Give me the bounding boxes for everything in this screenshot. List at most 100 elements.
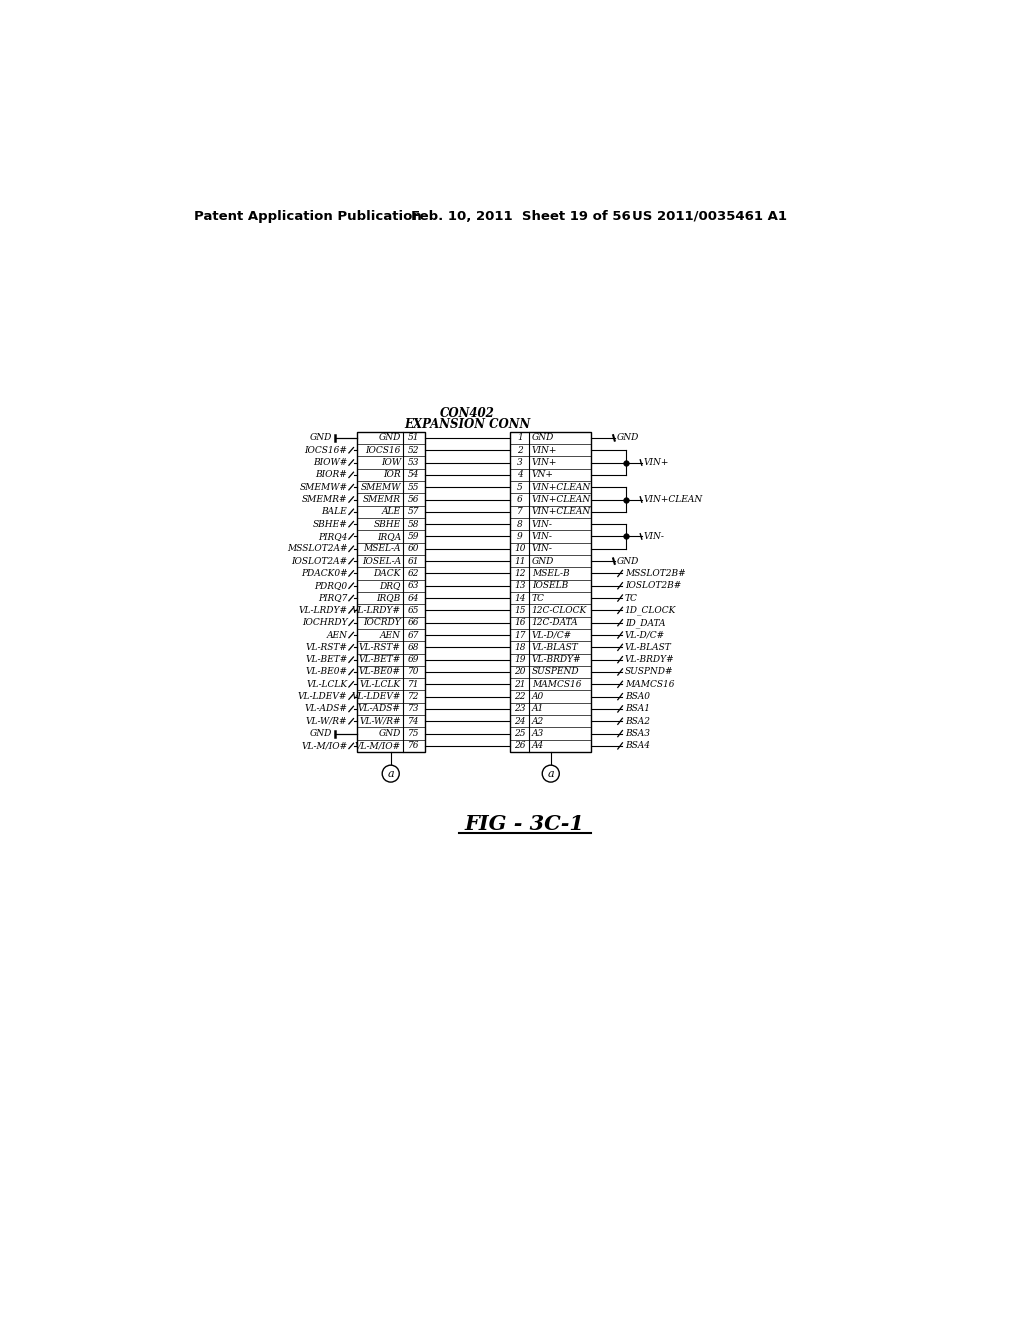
Text: 15: 15	[514, 606, 525, 615]
Text: US 2011/0035461 A1: US 2011/0035461 A1	[632, 210, 786, 223]
Text: VIN+CLEAN: VIN+CLEAN	[531, 483, 591, 491]
Text: AEN: AEN	[327, 631, 347, 639]
Text: 74: 74	[409, 717, 420, 726]
Text: 26: 26	[514, 742, 525, 750]
Text: FIG - 3C-1: FIG - 3C-1	[465, 813, 585, 834]
Text: 12C-CLOCK: 12C-CLOCK	[531, 606, 587, 615]
Text: VL-LCLK: VL-LCLK	[306, 680, 347, 689]
Text: PDACK0#: PDACK0#	[301, 569, 347, 578]
Text: TC: TC	[531, 594, 545, 602]
Text: GND: GND	[531, 557, 554, 565]
Text: BSA0: BSA0	[625, 692, 650, 701]
Text: 2: 2	[517, 446, 522, 454]
Text: A0: A0	[531, 692, 544, 701]
Text: 13: 13	[514, 581, 525, 590]
Text: VIN-: VIN-	[531, 544, 553, 553]
Text: GND: GND	[379, 433, 400, 442]
Text: DRQ: DRQ	[380, 581, 400, 590]
Text: 8: 8	[517, 520, 522, 528]
Text: VL-LDEV#: VL-LDEV#	[298, 692, 347, 701]
Text: GND: GND	[310, 433, 333, 442]
Text: EXPANSION CONN: EXPANSION CONN	[404, 417, 530, 430]
Text: SMEMR: SMEMR	[362, 495, 400, 504]
Text: PIRQ4: PIRQ4	[317, 532, 347, 541]
Text: 66: 66	[409, 618, 420, 627]
Text: 56: 56	[409, 495, 420, 504]
Text: VIN+: VIN+	[531, 446, 557, 454]
Text: 22: 22	[514, 692, 525, 701]
Bar	[510, 432, 592, 752]
Text: MSSLOT2B#: MSSLOT2B#	[625, 569, 685, 578]
Text: A3: A3	[531, 729, 544, 738]
Text: SMEMR#: SMEMR#	[302, 495, 347, 504]
Text: 18: 18	[514, 643, 525, 652]
Text: MSSLOT2A#: MSSLOT2A#	[287, 544, 347, 553]
Text: IOSEL-A: IOSEL-A	[361, 557, 400, 565]
Text: 67: 67	[409, 631, 420, 639]
Text: 72: 72	[409, 692, 420, 701]
Text: 4: 4	[517, 470, 522, 479]
Text: 12: 12	[514, 569, 525, 578]
Text: VL-D/C#: VL-D/C#	[531, 631, 571, 639]
Text: 71: 71	[409, 680, 420, 689]
Text: IOSLOT2B#: IOSLOT2B#	[625, 581, 681, 590]
Text: IOCHRDY: IOCHRDY	[302, 618, 347, 627]
Text: IOSLOT2A#: IOSLOT2A#	[291, 557, 347, 565]
Text: VL-BRDY#: VL-BRDY#	[625, 655, 675, 664]
Text: PDRQ0: PDRQ0	[314, 581, 347, 590]
Text: a: a	[548, 768, 554, 779]
Text: VIN+: VIN+	[531, 458, 557, 467]
Text: VL-BE0#: VL-BE0#	[305, 668, 347, 676]
Text: IRQA: IRQA	[377, 532, 400, 541]
Text: 58: 58	[409, 520, 420, 528]
Text: 70: 70	[409, 668, 420, 676]
Text: IOW: IOW	[381, 458, 400, 467]
Text: BIOW#: BIOW#	[313, 458, 347, 467]
Text: DACK: DACK	[374, 569, 400, 578]
Text: 62: 62	[409, 569, 420, 578]
Text: 25: 25	[514, 729, 525, 738]
Text: SBHE: SBHE	[374, 520, 400, 528]
Text: 6: 6	[517, 495, 522, 504]
Text: VL-W/R#: VL-W/R#	[306, 717, 347, 726]
Text: 20: 20	[514, 668, 525, 676]
Text: IOCS16#: IOCS16#	[304, 446, 347, 454]
Text: IOCRDY: IOCRDY	[364, 618, 400, 627]
Text: SBHE#: SBHE#	[312, 520, 347, 528]
Text: VL-BLAST: VL-BLAST	[531, 643, 579, 652]
Text: 63: 63	[409, 581, 420, 590]
Text: VL-LDEV#: VL-LDEV#	[351, 692, 400, 701]
Text: 3: 3	[517, 458, 522, 467]
Text: ID_DATA: ID_DATA	[625, 618, 666, 627]
Text: BALE: BALE	[322, 507, 347, 516]
Text: VL-M/IO#: VL-M/IO#	[301, 742, 347, 750]
Text: VIN-: VIN-	[643, 532, 665, 541]
Text: SMEMW: SMEMW	[360, 483, 400, 491]
Text: 73: 73	[409, 705, 420, 713]
Text: SUSPEND: SUSPEND	[531, 668, 580, 676]
Text: 16: 16	[514, 618, 525, 627]
Text: VN+: VN+	[531, 470, 554, 479]
Text: VL-ADS#: VL-ADS#	[304, 705, 347, 713]
Text: VIN-: VIN-	[531, 520, 553, 528]
Text: MSEL-A: MSEL-A	[364, 544, 400, 553]
Text: AEN: AEN	[380, 631, 400, 639]
Text: 1: 1	[517, 433, 522, 442]
Text: 64: 64	[409, 594, 420, 602]
Text: VIN+: VIN+	[643, 458, 669, 467]
Text: BIOR#: BIOR#	[315, 470, 347, 479]
Text: VL-M/IO#: VL-M/IO#	[354, 742, 400, 750]
Text: A2: A2	[531, 717, 544, 726]
Text: GND: GND	[379, 729, 400, 738]
Text: 14: 14	[514, 594, 525, 602]
Text: 17: 17	[514, 631, 525, 639]
Text: 59: 59	[409, 532, 420, 541]
Text: BSA1: BSA1	[625, 705, 650, 713]
Text: ALE: ALE	[382, 507, 400, 516]
Text: GND: GND	[617, 557, 639, 565]
Text: TC: TC	[625, 594, 638, 602]
Text: 7: 7	[517, 507, 522, 516]
Text: BSA4: BSA4	[625, 742, 650, 750]
Text: VL-BRDY#: VL-BRDY#	[531, 655, 582, 664]
Text: 12C-DATA: 12C-DATA	[531, 618, 579, 627]
